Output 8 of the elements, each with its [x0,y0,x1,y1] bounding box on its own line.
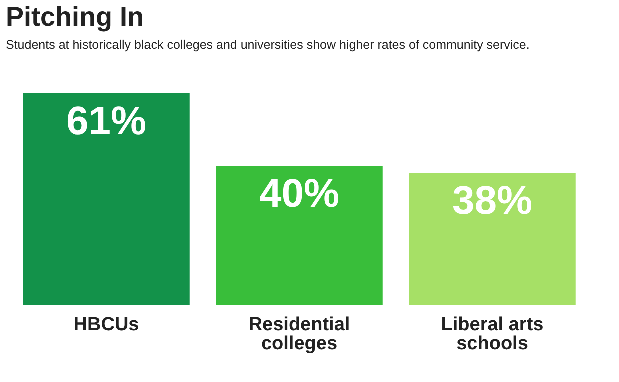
chart-subtitle: Students at historically black colleges and universities show higher rates of community service. [6,38,530,52]
x-tick-label: Liberal arts schools [441,314,544,355]
data-label: 61% [66,99,147,144]
data-label: 40% [259,172,340,216]
x-tick-label: HBCUs [74,314,140,336]
chart-title: Pitching In [6,2,144,33]
data-label: 38% [452,179,533,224]
x-tick-label: Residential colleges [248,314,350,355]
